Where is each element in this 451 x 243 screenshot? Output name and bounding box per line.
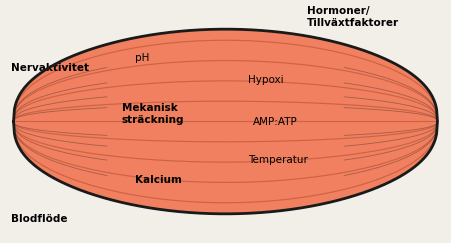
Polygon shape	[14, 29, 437, 214]
Text: Temperatur: Temperatur	[248, 155, 308, 165]
Text: Blodflöde: Blodflöde	[11, 214, 68, 224]
Text: pH: pH	[135, 53, 150, 63]
Text: Hormoner/
Tillväxtfaktorer: Hormoner/ Tillväxtfaktorer	[307, 6, 399, 28]
Text: AMP:ATP: AMP:ATP	[253, 116, 297, 127]
Text: Kalcium: Kalcium	[135, 175, 182, 185]
Text: Hypoxi: Hypoxi	[248, 75, 284, 85]
Text: Mekanisk
sträckning: Mekanisk sträckning	[122, 104, 184, 125]
Text: Nervaktivitet: Nervaktivitet	[11, 63, 89, 73]
